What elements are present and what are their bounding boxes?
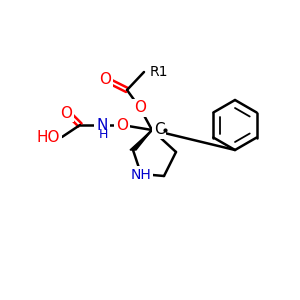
Text: HO: HO [37,130,60,145]
Text: O: O [60,106,72,121]
Text: R1: R1 [150,65,169,79]
Text: NH: NH [130,168,152,182]
Text: N: N [96,118,108,133]
Polygon shape [130,130,152,150]
Text: O: O [134,100,146,116]
Text: H: H [98,128,108,140]
Text: C: C [154,122,164,137]
Text: O: O [116,118,128,133]
Text: O: O [99,73,111,88]
